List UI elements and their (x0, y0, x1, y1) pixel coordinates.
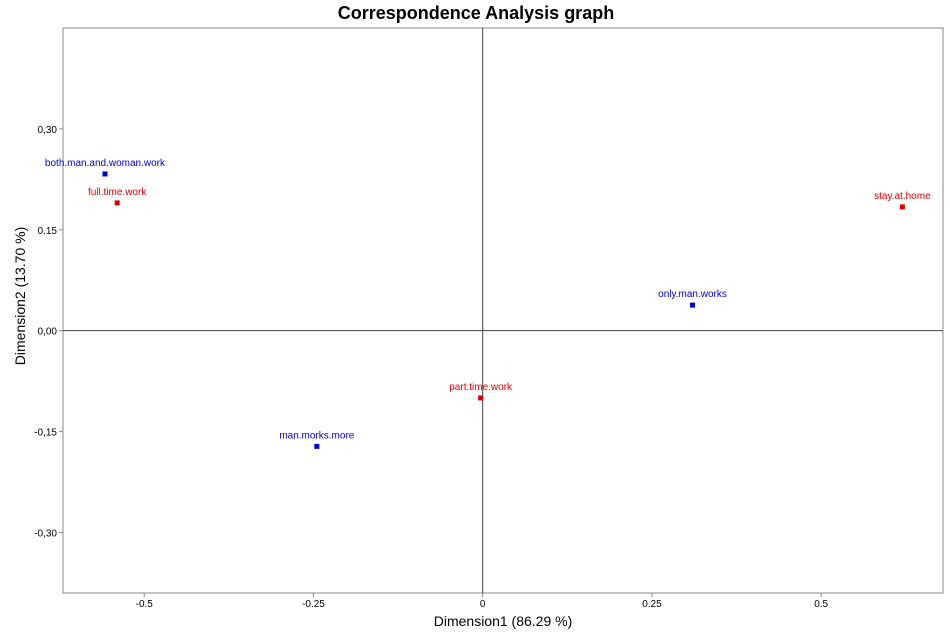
data-point-marker (690, 302, 696, 308)
x-tick-label: 0.25 (642, 599, 662, 610)
data-point-marker (899, 204, 905, 210)
y-tick-label: 0,30 (38, 125, 58, 136)
data-point-label: only.man.works (658, 289, 727, 300)
y-tick-label: -0,30 (34, 528, 57, 539)
origin-axis-lines (63, 28, 943, 593)
x-tick-label: -0.25 (302, 599, 325, 610)
x-tick-label: 0 (480, 599, 486, 610)
data-point-marker (102, 171, 108, 177)
x-tick-label: 0.5 (814, 599, 828, 610)
data-points: both.man.and.woman.work only.man.works man… (45, 158, 931, 449)
x-axis-label: Dimension1 (86.29 %) (434, 613, 573, 629)
chart-title: Correspondence Analysis graph (338, 3, 614, 23)
data-point-label: man.morks.more (279, 430, 354, 441)
data-point-label: stay.at.home (874, 191, 931, 202)
data-point-marker (114, 200, 120, 206)
y-tick-label: 0,00 (38, 327, 58, 338)
y-tick-label: -0,15 (34, 428, 57, 439)
x-tick-label: -0.5 (136, 599, 154, 610)
plot-frame (62, 27, 944, 594)
y-tick-label: 0.15 (38, 226, 58, 237)
y-axis-label: Dimension2 (13.70 %) (12, 227, 28, 366)
y-axis-ticks: 0,30 0.15 0,00 -0,15 -0,30 (34, 125, 63, 539)
x-axis-ticks: -0.5 -0.25 0 0.25 0.5 (136, 593, 829, 610)
data-point-label: part.time.work (449, 382, 513, 393)
data-point-marker (314, 443, 320, 449)
data-point-label: full.time.work (88, 187, 147, 198)
data-point-marker (478, 395, 484, 401)
data-point-label: both.man.and.woman.work (45, 158, 166, 169)
